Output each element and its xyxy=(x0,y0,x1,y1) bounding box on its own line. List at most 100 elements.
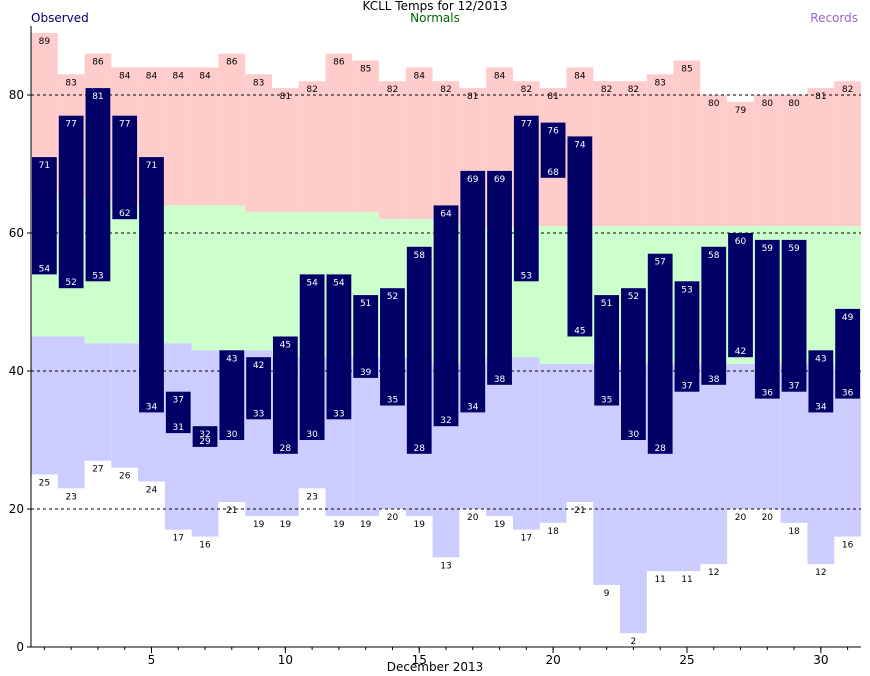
observed-low-label: 35 xyxy=(601,396,612,406)
record-low-label: 11 xyxy=(654,575,665,585)
observed-high-label: 54 xyxy=(306,278,318,288)
observed-low-label: 54 xyxy=(39,264,51,274)
record-high-band xyxy=(593,81,621,227)
x-tick-label: 20 xyxy=(545,653,560,667)
record-high-band xyxy=(432,81,460,220)
x-axis-label: December 2013 xyxy=(386,660,484,674)
observed-bar xyxy=(540,122,566,178)
record-low-label: 11 xyxy=(681,575,692,585)
record-low-label: 19 xyxy=(413,520,425,530)
observed-high-label: 59 xyxy=(788,244,800,254)
observed-high-label: 32 xyxy=(199,430,210,440)
observed-low-label: 32 xyxy=(440,416,451,426)
record-low-label: 19 xyxy=(333,520,345,530)
record-high-label: 84 xyxy=(413,71,425,81)
record-low-label: 21 xyxy=(226,506,237,516)
observed-high-label: 71 xyxy=(146,161,157,171)
record-high-label: 81 xyxy=(815,92,826,102)
observed-high-label: 58 xyxy=(708,251,720,261)
observed-bar xyxy=(594,295,620,406)
record-high-band xyxy=(271,88,299,213)
observed-bar xyxy=(567,136,593,337)
observed-low-label: 34 xyxy=(467,402,479,412)
x-tick-label: 25 xyxy=(679,653,694,667)
normal-band xyxy=(218,205,246,351)
record-low-band xyxy=(566,364,594,503)
observed-bar xyxy=(219,350,245,440)
y-tick-label: 80 xyxy=(9,88,24,102)
observed-bar xyxy=(487,170,512,385)
record-low-label: 16 xyxy=(842,541,854,551)
record-high-label: 82 xyxy=(306,85,317,95)
y-tick-label: 40 xyxy=(9,364,24,378)
record-low-label: 20 xyxy=(735,513,747,523)
observed-bar xyxy=(32,157,57,275)
normal-band xyxy=(539,226,567,365)
record-high-label: 82 xyxy=(521,85,532,95)
record-high-band xyxy=(727,101,754,227)
record-low-band xyxy=(164,343,192,530)
record-low-label: 17 xyxy=(173,534,184,544)
record-low-band xyxy=(700,364,728,565)
record-high-band xyxy=(164,67,192,206)
observed-low-label: 31 xyxy=(173,423,184,433)
y-tick-label: 20 xyxy=(9,502,24,516)
observed-low-label: 30 xyxy=(306,430,318,440)
observed-low-label: 68 xyxy=(547,168,559,178)
observed-high-label: 76 xyxy=(547,127,559,137)
record-low-label: 9 xyxy=(604,589,610,599)
x-tick-label: 15 xyxy=(412,653,427,667)
observed-low-label: 38 xyxy=(494,375,506,385)
normal-band xyxy=(164,205,192,344)
record-high-label: 79 xyxy=(735,106,747,116)
observed-high-label: 43 xyxy=(815,354,826,364)
record-high-label: 80 xyxy=(708,99,720,109)
observed-bar xyxy=(406,246,432,454)
record-low-label: 26 xyxy=(119,472,131,482)
observed-bar xyxy=(674,281,700,392)
observed-bar xyxy=(808,350,834,413)
observed-low-label: 34 xyxy=(815,402,827,412)
record-high-label: 86 xyxy=(333,58,345,68)
record-high-label: 84 xyxy=(574,71,586,81)
chart-title: KCLL Temps for 12/2013 xyxy=(362,0,508,13)
record-low-label: 12 xyxy=(708,568,719,578)
record-high-band xyxy=(646,74,674,227)
record-low-label: 20 xyxy=(467,513,479,523)
observed-high-label: 74 xyxy=(574,140,586,150)
record-high-band xyxy=(352,60,380,213)
record-low-label: 25 xyxy=(39,479,50,489)
record-high-label: 85 xyxy=(360,65,371,75)
record-high-label: 84 xyxy=(119,71,131,81)
observed-bar xyxy=(621,288,646,440)
record-low-label: 19 xyxy=(253,520,265,530)
observed-bar xyxy=(460,170,486,413)
record-high-label: 80 xyxy=(788,99,800,109)
observed-high-label: 43 xyxy=(226,354,237,364)
record-low-band xyxy=(727,364,754,509)
record-high-band xyxy=(245,74,272,213)
observed-low-label: 33 xyxy=(333,409,344,419)
record-high-band xyxy=(834,81,861,227)
observed-low-label: 29 xyxy=(199,437,211,447)
normal-band xyxy=(111,205,139,344)
observed-bar xyxy=(192,426,218,447)
record-low-label: 13 xyxy=(440,561,451,571)
record-low-label: 23 xyxy=(306,492,317,502)
record-low-label: 18 xyxy=(547,527,559,537)
record-low-band xyxy=(539,364,567,523)
record-high-band xyxy=(700,95,728,227)
record-high-label: 81 xyxy=(467,92,478,102)
normal-band xyxy=(245,212,272,351)
observed-bar xyxy=(85,88,111,282)
observed-bar xyxy=(112,115,138,220)
observed-low-label: 33 xyxy=(253,409,264,419)
record-high-label: 80 xyxy=(762,99,774,109)
observed-high-label: 57 xyxy=(654,258,665,268)
legend-observed-label: Observed xyxy=(31,11,89,25)
observed-bar xyxy=(326,274,352,420)
observed-high-label: 45 xyxy=(280,341,291,351)
record-low-band xyxy=(512,357,540,530)
observed-low-label: 30 xyxy=(226,430,238,440)
observed-bar xyxy=(165,391,191,434)
